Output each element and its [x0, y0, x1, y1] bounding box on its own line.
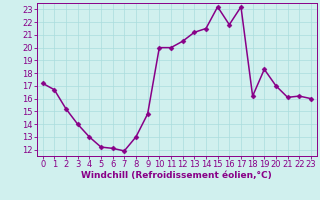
X-axis label: Windchill (Refroidissement éolien,°C): Windchill (Refroidissement éolien,°C) — [81, 171, 272, 180]
